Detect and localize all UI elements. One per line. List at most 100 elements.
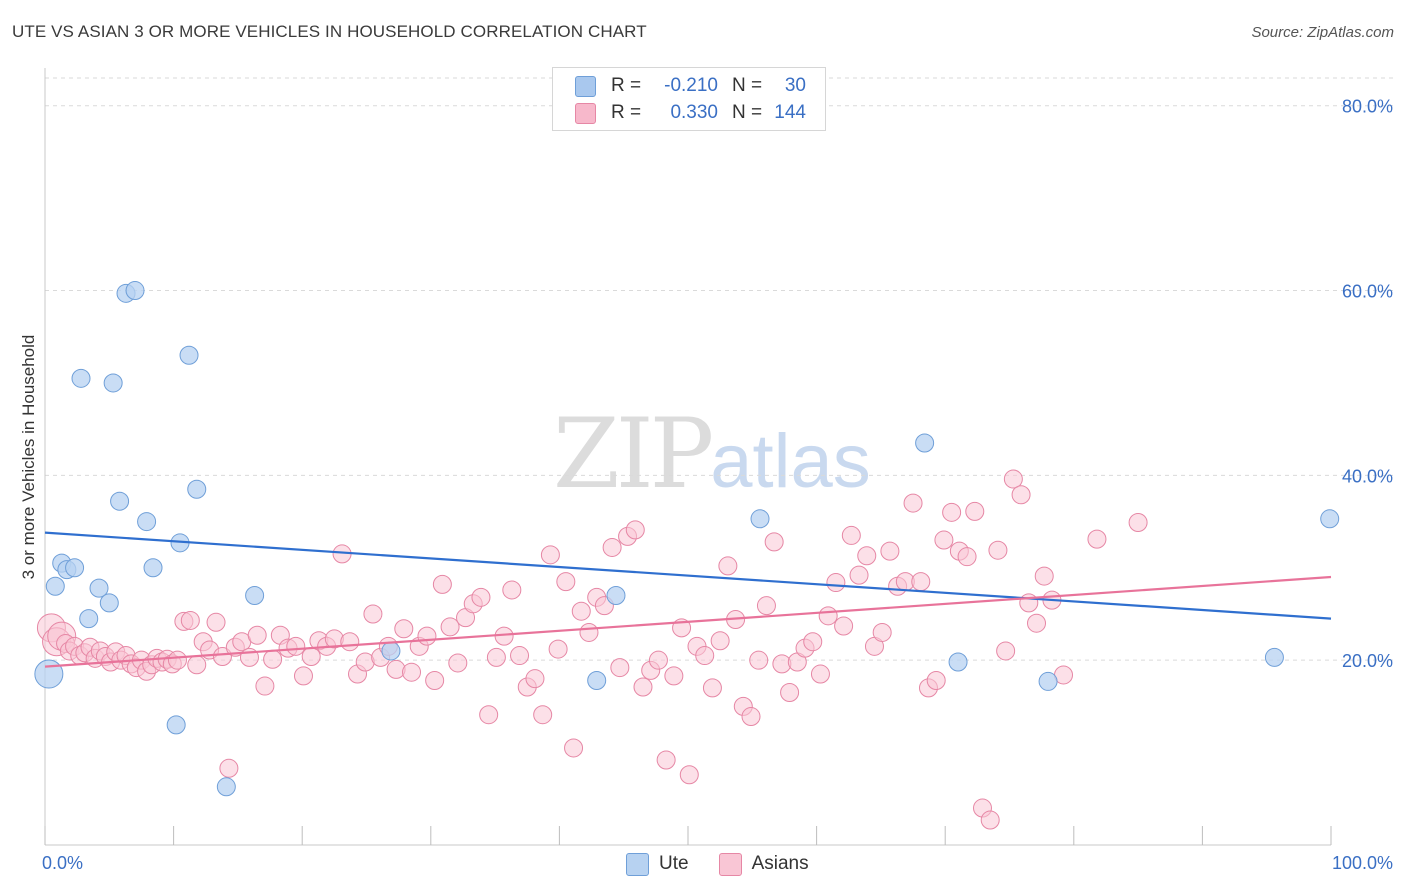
ute-point (166, 715, 186, 735)
asians-point (255, 676, 275, 696)
asians-point (167, 650, 187, 670)
grid-lines (45, 77, 1393, 661)
ute-point (110, 491, 130, 511)
asians-point (448, 653, 468, 673)
asians-point (432, 574, 452, 594)
asians-point (625, 520, 645, 540)
series-legend-asians[interactable]: Asians (718, 852, 809, 876)
asians-point (206, 612, 226, 632)
asians-point (849, 565, 869, 585)
legend-n-label: N = (732, 75, 763, 96)
asians-point (834, 616, 854, 636)
asians-point (764, 532, 784, 552)
asians-point (479, 705, 499, 725)
series-legend-ute[interactable]: Ute (626, 852, 689, 876)
ute-point (1038, 671, 1058, 691)
chart-title: UTE VS ASIAN 3 OR MORE VEHICLES IN HOUSE… (12, 22, 647, 41)
asians-point (610, 658, 630, 678)
asians-point (247, 625, 267, 645)
asians-point (695, 646, 715, 666)
legend-n-label: N = (732, 102, 763, 123)
asians-point (780, 683, 800, 703)
asians-point (1034, 566, 1054, 586)
series-label-asians: Asians (751, 853, 809, 874)
asians-trend-line (44, 575, 1332, 668)
legend-n-value: 144 (774, 102, 806, 123)
asians-point (340, 632, 360, 652)
asians-point (286, 636, 306, 656)
legend-r-label: R = (611, 102, 642, 123)
asians-point (471, 587, 491, 607)
asians-point (386, 659, 406, 679)
legend-row-asians: R = 0.330 N = 144 (575, 100, 806, 126)
asians-point (980, 810, 1000, 830)
ute-point (381, 641, 401, 661)
asians-point (1003, 469, 1023, 489)
legend-swatch-asians (575, 102, 596, 124)
asians-point (1128, 512, 1148, 532)
legend-r-label: R = (611, 75, 642, 96)
ute-point (65, 558, 85, 578)
asians-point (502, 580, 522, 600)
asians-point (571, 601, 591, 621)
ute-point (1320, 509, 1340, 529)
y-tick-label: 20.0% (1342, 651, 1393, 671)
asians-point (402, 662, 422, 682)
legend-n-value: 30 (784, 75, 806, 96)
asians-point (648, 650, 668, 670)
asians-point (965, 501, 985, 521)
legend-swatch-ute (575, 75, 596, 97)
ute-point (89, 578, 109, 598)
asians-point (810, 664, 830, 684)
asians-point (510, 646, 530, 666)
series-legend: Ute Asians (626, 851, 839, 877)
asians-point (679, 765, 699, 785)
asians-point (219, 758, 239, 778)
asians-point (942, 502, 962, 522)
asians-point (880, 541, 900, 561)
asians-point (903, 493, 923, 513)
legend-r-value: 0.330 (670, 102, 718, 123)
asians-point (263, 649, 283, 669)
asians-point (579, 622, 599, 642)
y-axis-title: 3 or more Vehicles in Household (19, 335, 38, 580)
ute-point (606, 585, 626, 605)
asians-point (633, 677, 653, 697)
x-tick-label: 0.0% (42, 853, 83, 873)
ute-point (1264, 647, 1284, 667)
asians-point (803, 632, 823, 652)
asians-point (996, 641, 1016, 661)
asians-point (710, 631, 730, 651)
ute-point (99, 593, 119, 613)
ute-trend-line (44, 531, 1332, 620)
asians-point (533, 705, 553, 725)
asians-point (857, 546, 877, 566)
asians-point (749, 650, 769, 670)
asians-point (363, 604, 383, 624)
asians-point (702, 678, 722, 698)
asians-point (872, 622, 892, 642)
ute-point (45, 576, 65, 596)
asians-point (911, 572, 931, 592)
tick-labels: 20.0% 40.0% 60.0% 80.0% 0.0% 100.0% 3 or more … (19, 97, 1393, 873)
ute-point (750, 509, 770, 529)
watermark-zip: ZIP (553, 398, 714, 510)
asians-point (664, 666, 684, 686)
ute-point (216, 777, 236, 797)
asians-point (934, 530, 954, 550)
y-tick-label: 40.0% (1342, 466, 1393, 486)
axes (44, 68, 1332, 846)
asians-point (564, 738, 584, 758)
ute-point (187, 479, 207, 499)
ute-point (79, 609, 99, 629)
asians-point (1087, 529, 1107, 549)
asians-point (988, 540, 1008, 560)
asians-point (826, 573, 846, 593)
asians-point (187, 655, 207, 675)
series-label-ute: Ute (659, 853, 689, 874)
asians-point (440, 617, 460, 637)
ute-point (34, 659, 64, 689)
watermark-atlas: atlas (710, 419, 871, 504)
asians-point (486, 647, 506, 667)
